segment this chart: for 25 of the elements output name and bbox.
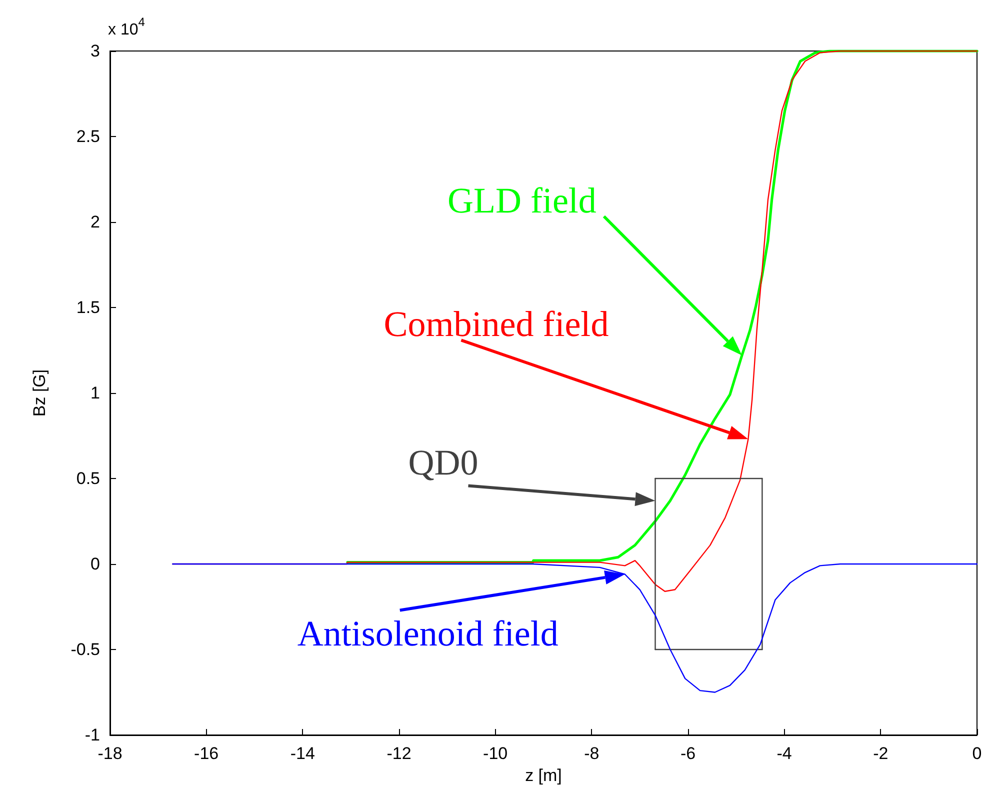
- y-tick-label: 3: [90, 42, 100, 60]
- y-tick-label: 2.5: [76, 127, 100, 146]
- annotation: Antisolenoid field: [297, 613, 558, 654]
- y-tick-label: 0: [90, 554, 100, 574]
- annotation: GLD field: [447, 180, 596, 220]
- x-tick-label: -12: [386, 744, 412, 763]
- y-tick-label: 1.5: [76, 298, 100, 317]
- x-tick-label: 0: [972, 744, 982, 763]
- annotation: Combined field: [384, 304, 609, 344]
- y-tick-label: 2: [90, 212, 100, 232]
- y-tick-label: 1: [90, 384, 100, 402]
- x-tick-label: -16: [194, 744, 219, 763]
- y-tick-label: 0.5: [76, 469, 100, 488]
- annotation: QD0: [408, 442, 478, 483]
- y-tick-label: -1: [84, 726, 100, 744]
- x-tick-label: -2: [873, 744, 888, 763]
- x-tick-label: -8: [584, 744, 600, 763]
- y-axis-title: Bz [G]: [30, 369, 49, 417]
- x-tick-label: -6: [680, 744, 696, 763]
- x-tick-label: -10: [483, 744, 508, 763]
- x-tick-label: -14: [290, 744, 315, 763]
- x-axis-title: z [m]: [525, 766, 562, 785]
- x-tick-label: -18: [98, 744, 122, 763]
- x-tick-label: -4: [776, 744, 792, 763]
- y-tick-label: -0.5: [70, 640, 100, 659]
